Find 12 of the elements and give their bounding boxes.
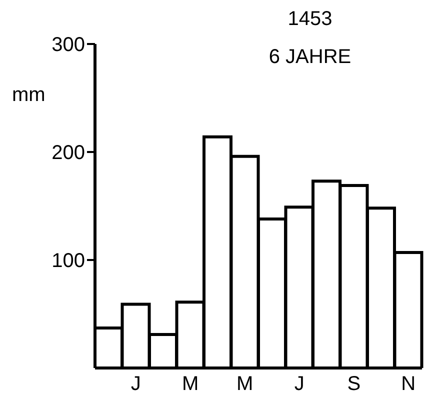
y-tick-label: 100 [52,250,85,272]
x-tick-label: M [236,373,254,396]
x-tick-label: J [130,373,141,396]
chart-title: 1453 [286,8,334,31]
x-tick-label: N [401,373,416,396]
y-tick-label: 300 [52,34,85,56]
x-tick-label: S [347,373,361,396]
x-tick-label: J [294,373,304,396]
chart-subtitle: 6 JAHRE [268,46,352,69]
y-tick-label: 200 [52,142,85,164]
x-tick-label: M [182,373,199,396]
y-axis-title: mm [12,84,46,107]
